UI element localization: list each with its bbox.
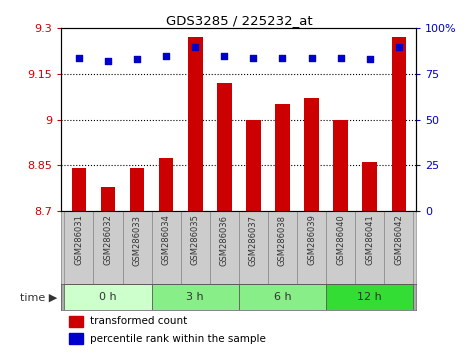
Text: 3 h: 3 h [186, 292, 204, 302]
Bar [333, 120, 348, 211]
Bar [188, 38, 202, 211]
Text: GSM286040: GSM286040 [336, 215, 345, 266]
Text: GSM286038: GSM286038 [278, 215, 287, 266]
Text: GSM286034: GSM286034 [162, 215, 171, 266]
Bar [69, 316, 83, 327]
Bar [326, 211, 355, 284]
Title: GDS3285 / 225232_at: GDS3285 / 225232_at [166, 14, 312, 27]
Text: 0 h: 0 h [99, 292, 117, 302]
Point [220, 53, 228, 58]
Bar [217, 83, 232, 211]
Bar [72, 169, 86, 211]
Text: GSM286033: GSM286033 [132, 215, 141, 266]
Bar [304, 98, 319, 211]
Bar [326, 284, 413, 310]
Bar [101, 187, 115, 211]
Bar [239, 284, 326, 310]
Bar [355, 211, 384, 284]
Text: transformed count: transformed count [90, 316, 187, 326]
Point [308, 55, 315, 61]
Bar [297, 211, 326, 284]
Point [366, 57, 374, 62]
Bar [239, 211, 268, 284]
Text: 12 h: 12 h [357, 292, 382, 302]
Point [75, 55, 83, 61]
Point [337, 55, 344, 61]
Text: GSM286041: GSM286041 [365, 215, 374, 266]
Bar [181, 211, 210, 284]
Bar [159, 158, 174, 211]
Bar [392, 38, 406, 211]
Bar [384, 211, 413, 284]
Point [395, 44, 403, 50]
Bar [123, 211, 152, 284]
Point [192, 44, 199, 50]
Point [250, 55, 257, 61]
Bar [94, 211, 123, 284]
Text: 6 h: 6 h [274, 292, 291, 302]
Bar [152, 211, 181, 284]
Bar [152, 284, 239, 310]
Text: GSM286037: GSM286037 [249, 215, 258, 266]
Text: GSM286039: GSM286039 [307, 215, 316, 266]
Text: GSM286042: GSM286042 [394, 215, 403, 266]
Point [162, 53, 170, 58]
Bar [362, 162, 377, 211]
Text: GSM286032: GSM286032 [104, 215, 113, 266]
Bar [130, 169, 144, 211]
Text: percentile rank within the sample: percentile rank within the sample [90, 333, 266, 343]
Text: GSM286035: GSM286035 [191, 215, 200, 266]
Point [133, 57, 141, 62]
Bar [275, 104, 290, 211]
Text: time ▶: time ▶ [19, 292, 57, 302]
Bar [210, 211, 239, 284]
Bar [246, 120, 261, 211]
Bar [64, 284, 152, 310]
Point [104, 58, 112, 64]
Point [279, 55, 286, 61]
Bar [64, 211, 94, 284]
Text: GSM286031: GSM286031 [74, 215, 83, 266]
Bar [69, 333, 83, 344]
Bar [268, 211, 297, 284]
Text: GSM286036: GSM286036 [220, 215, 229, 266]
